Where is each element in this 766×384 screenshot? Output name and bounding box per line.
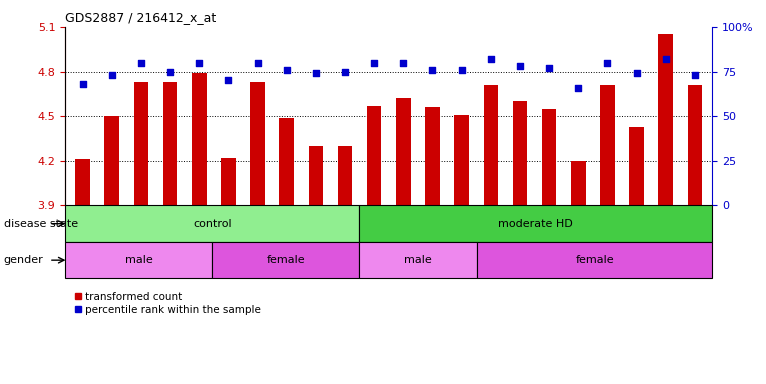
Bar	[367, 106, 381, 205]
Bar	[425, 107, 440, 205]
Bar	[221, 158, 236, 205]
Point	[398, 60, 410, 66]
Bar	[396, 98, 411, 205]
Legend: transformed count, percentile rank within the sample: transformed count, percentile rank withi…	[70, 288, 265, 319]
Bar	[359, 205, 712, 242]
Point	[368, 60, 380, 66]
Text: disease state: disease state	[4, 218, 78, 229]
Bar	[133, 82, 148, 205]
Point	[427, 67, 439, 73]
Bar	[65, 205, 359, 242]
Text: male: male	[404, 255, 432, 265]
Point	[660, 56, 672, 62]
Text: gender: gender	[4, 255, 44, 265]
Bar	[163, 82, 178, 205]
Bar	[477, 242, 712, 278]
Point	[630, 70, 643, 76]
Point	[601, 60, 614, 66]
Text: moderate HD: moderate HD	[499, 218, 573, 229]
Bar	[659, 34, 673, 205]
Text: female: female	[267, 255, 305, 265]
Point	[572, 84, 584, 91]
Bar	[688, 85, 702, 205]
Bar	[512, 101, 527, 205]
Bar	[600, 85, 614, 205]
Bar	[309, 146, 323, 205]
Bar	[75, 159, 90, 205]
Point	[543, 65, 555, 71]
Bar	[454, 115, 469, 205]
Text: GDS2887 / 216412_x_at: GDS2887 / 216412_x_at	[65, 11, 216, 24]
Point	[689, 72, 701, 78]
Bar	[104, 116, 119, 205]
Bar	[192, 73, 207, 205]
Point	[222, 77, 234, 83]
Point	[106, 72, 118, 78]
Bar	[630, 127, 644, 205]
Point	[193, 60, 205, 66]
Point	[164, 68, 176, 74]
Bar	[542, 109, 556, 205]
Point	[280, 67, 293, 73]
Point	[77, 81, 89, 87]
Point	[309, 70, 322, 76]
Text: female: female	[575, 255, 614, 265]
Bar	[280, 118, 294, 205]
Text: control: control	[193, 218, 231, 229]
Point	[514, 63, 526, 69]
Bar	[483, 85, 498, 205]
Point	[485, 56, 497, 62]
Point	[135, 60, 147, 66]
Bar	[65, 242, 212, 278]
Bar	[359, 242, 477, 278]
Point	[339, 68, 351, 74]
Point	[456, 67, 468, 73]
Bar	[338, 146, 352, 205]
Point	[251, 60, 264, 66]
Bar	[212, 242, 359, 278]
Bar	[571, 161, 585, 205]
Text: male: male	[125, 255, 152, 265]
Bar	[250, 82, 265, 205]
